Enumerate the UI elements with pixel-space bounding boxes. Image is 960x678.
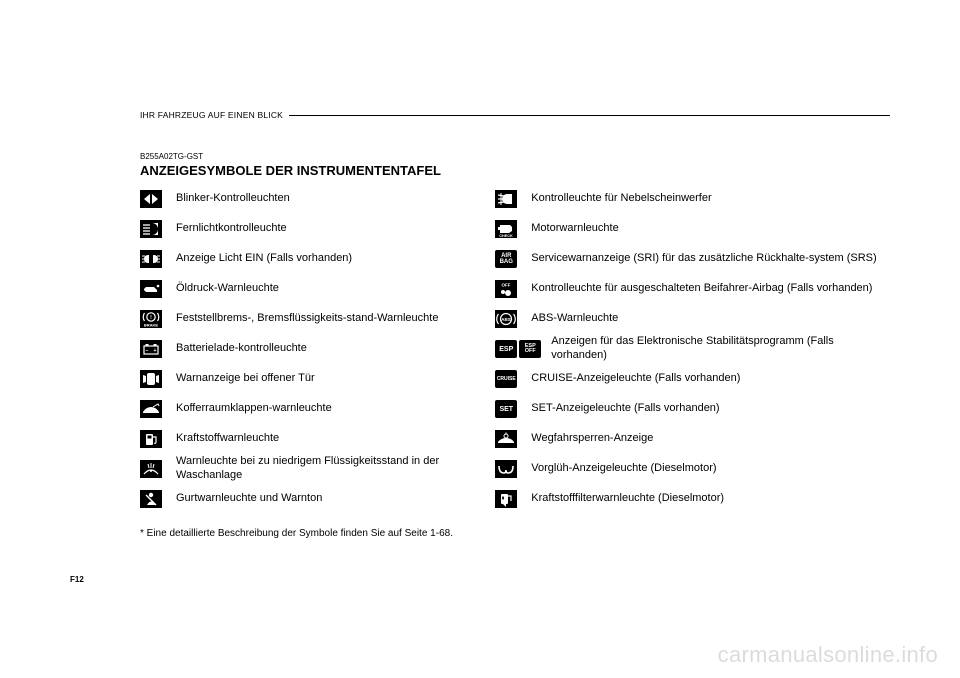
svg-text:CHECK: CHECK [500, 234, 514, 238]
seat-belt-icon [140, 490, 162, 508]
label-light-on: Anzeige Licht EIN (Falls vorhanden) [170, 252, 352, 266]
svg-text:+: + [154, 348, 157, 354]
page-title: ANZEIGESYMBOLE DER INSTRUMENTENTAFEL [140, 163, 890, 178]
row-glow-plug: Vorglüh-Anzeigeleuchte (Dieselmotor) [495, 454, 890, 484]
airbag-off-icon: OFF [495, 280, 517, 298]
label-check-engine: Motorwarnleuchte [525, 222, 618, 236]
label-turn-signal: Blinker-Kontrolleuchten [170, 192, 290, 206]
label-airbag-off: Kontrolleuchte für ausgeschalteten Beifa… [525, 282, 872, 296]
header-line: IHR FAHRZEUG AUF EINEN BLICK [140, 110, 890, 120]
section-label: IHR FAHRZEUG AUF EINEN BLICK [140, 110, 283, 120]
turn-signal-icon [140, 190, 162, 208]
row-door-open: Warnanzeige bei offener Tür [140, 364, 495, 394]
label-fuel: Kraftstoffwarnleuchte [170, 432, 279, 446]
label-airbag: Servicewarnanzeige (SRI) für das zusätzl… [525, 252, 876, 266]
esp-off-icon: ESP OFF [519, 340, 541, 358]
oil-pressure-icon [140, 280, 162, 298]
abs-icon: ABS [495, 310, 517, 328]
row-trunk-open: Kofferraumklappen-warnleuchte [140, 394, 495, 424]
label-glow-plug: Vorglüh-Anzeigeleuchte (Dieselmotor) [525, 462, 716, 476]
svg-text:ABS: ABS [502, 317, 512, 322]
left-column: Blinker-Kontrolleuchten Fernlichtkontrol… [140, 184, 495, 514]
row-seat-belt: Gurtwarnleuchte und Warnton [140, 484, 495, 514]
label-parking-brake: Feststellbrems-, Bremsflüssigkeits-stand… [170, 312, 438, 326]
fuel-filter-icon [495, 490, 517, 508]
row-cruise: CRUISE CRUISE-Anzeigeleuchte (Falls vorh… [495, 364, 890, 394]
label-esp: Anzeigen für das Elektronische Stabilitä… [545, 335, 890, 363]
row-washer-fluid: Warnleuchte bei zu niedrigem Flüssigkeit… [140, 454, 495, 484]
label-battery: Batterielade-kontrolleuchte [170, 342, 307, 356]
parking-brake-icon: !BRAKE [140, 310, 162, 328]
row-airbag-off: OFF Kontrolleuchte für ausgeschalteten B… [495, 274, 890, 304]
label-door-open: Warnanzeige bei offener Tür [170, 372, 315, 386]
glow-plug-icon [495, 460, 517, 478]
row-light-on: Anzeige Licht EIN (Falls vorhanden) [140, 244, 495, 274]
high-beam-icon [140, 220, 162, 238]
immobilizer-icon [495, 430, 517, 448]
airbag-icon: AIR BAG [495, 250, 517, 268]
label-trunk-open: Kofferraumklappen-warnleuchte [170, 402, 332, 416]
label-fog-lamp: Kontrolleuchte für Nebelscheinwerfer [525, 192, 711, 206]
fog-lamp-icon [495, 190, 517, 208]
row-fog-lamp: Kontrolleuchte für Nebelscheinwerfer [495, 184, 890, 214]
header-rule [289, 115, 890, 116]
row-turn-signal: Blinker-Kontrolleuchten [140, 184, 495, 214]
page: IHR FAHRZEUG AUF EINEN BLICK B255A02TG-G… [0, 0, 960, 678]
row-immobilizer: Wegfahrsperren-Anzeige [495, 424, 890, 454]
row-set: SET SET-Anzeigeleuchte (Falls vorhanden) [495, 394, 890, 424]
watermark: carmanualsonline.info [718, 642, 938, 668]
trunk-open-icon [140, 400, 162, 418]
svg-text:OFF: OFF [502, 283, 511, 288]
label-immobilizer: Wegfahrsperren-Anzeige [525, 432, 653, 446]
door-open-icon [140, 370, 162, 388]
fuel-icon [140, 430, 162, 448]
row-battery: −+ Batterielade-kontrolleuchte [140, 334, 495, 364]
row-high-beam: Fernlichtkontrolleuchte [140, 214, 495, 244]
svg-text:−: − [146, 348, 149, 354]
label-high-beam: Fernlichtkontrolleuchte [170, 222, 287, 236]
row-oil-pressure: Öldruck-Warnleuchte [140, 274, 495, 304]
label-seat-belt: Gurtwarnleuchte und Warnton [170, 492, 322, 506]
washer-fluid-icon [140, 460, 162, 478]
row-fuel-filter: Kraftstofffilterwarnleuchte (Dieselmotor… [495, 484, 890, 514]
set-icon: SET [495, 400, 517, 418]
light-on-icon [140, 250, 162, 268]
right-column: Kontrolleuchte für Nebelscheinwerfer CHE… [495, 184, 890, 514]
label-abs: ABS-Warnleuchte [525, 312, 618, 326]
document-code: B255A02TG-GST [140, 152, 890, 161]
label-cruise: CRUISE-Anzeigeleuchte (Falls vorhanden) [525, 372, 740, 386]
row-parking-brake: !BRAKE Feststellbrems-, Bremsflüssigkeit… [140, 304, 495, 334]
label-set: SET-Anzeigeleuchte (Falls vorhanden) [525, 402, 719, 416]
cruise-icon: CRUISE [495, 370, 517, 388]
symbol-columns: Blinker-Kontrolleuchten Fernlichtkontrol… [140, 184, 890, 514]
row-fuel: Kraftstoffwarnleuchte [140, 424, 495, 454]
check-engine-icon: CHECK [495, 220, 517, 238]
svg-text:BRAKE: BRAKE [144, 323, 159, 328]
label-oil-pressure: Öldruck-Warnleuchte [170, 282, 279, 296]
footnote: * Eine detaillierte Beschreibung der Sym… [140, 528, 890, 539]
battery-icon: −+ [140, 340, 162, 358]
label-fuel-filter: Kraftstofffilterwarnleuchte (Dieselmotor… [525, 492, 724, 506]
row-abs: ABS ABS-Warnleuchte [495, 304, 890, 334]
page-number: F12 [70, 575, 84, 584]
row-check-engine: CHECK Motorwarnleuchte [495, 214, 890, 244]
row-airbag: AIR BAG Servicewarnanzeige (SRI) für das… [495, 244, 890, 274]
label-washer-fluid: Warnleuchte bei zu niedrigem Flüssigkeit… [170, 455, 495, 483]
row-esp: ESP ESP OFF Anzeigen für das Elektronisc… [495, 334, 890, 364]
esp-icon: ESP [495, 340, 517, 358]
